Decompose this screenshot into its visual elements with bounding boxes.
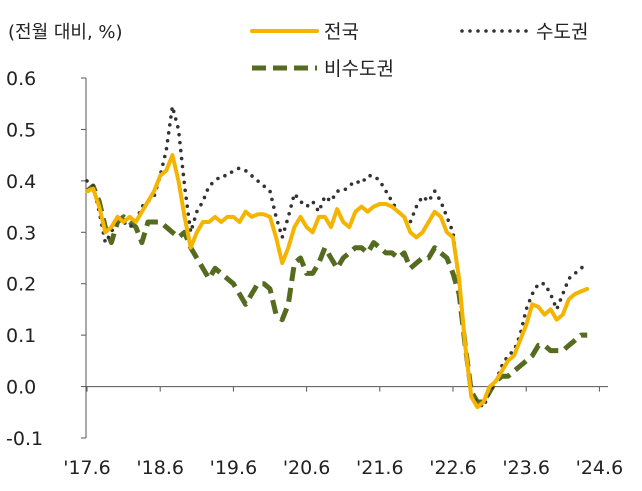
series-line-1 xyxy=(85,104,589,409)
y-axis: -0.1 0.0 0.1 0.2 0.3 0.4 0.5 0.6 xyxy=(6,68,87,450)
series-line-0 xyxy=(85,153,590,410)
y-tick-label: 0.0 xyxy=(6,377,36,399)
x-tick-label: '23.6 xyxy=(502,457,550,479)
y-tick-label: 0.1 xyxy=(6,325,36,347)
x-tick-label: '18.6 xyxy=(136,457,184,479)
series-layer xyxy=(85,104,590,410)
series-line-2 xyxy=(85,183,588,405)
x-tick-label: '24.6 xyxy=(576,457,624,479)
legend-label-2: 비수도권 xyxy=(324,58,394,80)
x-axis: '17.6 '18.6 '19.6 '20.6 '21.6 '22.6 '23.6 '24.6 xyxy=(63,386,624,479)
y-tick-label: 0.2 xyxy=(6,274,36,296)
y-tick-label: 0.5 xyxy=(6,119,36,141)
x-tick-label: '19.6 xyxy=(210,457,258,479)
y-tick-label: 0.3 xyxy=(6,222,36,244)
unit-label: (전월 대비, %) xyxy=(8,22,123,43)
y-tick-label: 0.6 xyxy=(6,68,36,90)
x-tick-label: '21.6 xyxy=(356,457,404,479)
y-tick-label: 0.4 xyxy=(6,171,36,193)
x-tick-label: '17.6 xyxy=(63,457,111,479)
legend-label-1: 수도권 xyxy=(536,21,588,43)
x-tick-label: '20.6 xyxy=(283,457,331,479)
legend-label-0: 전국 xyxy=(324,21,359,43)
y-tick-label: -0.1 xyxy=(6,428,43,450)
x-tick-label: '22.6 xyxy=(429,457,477,479)
